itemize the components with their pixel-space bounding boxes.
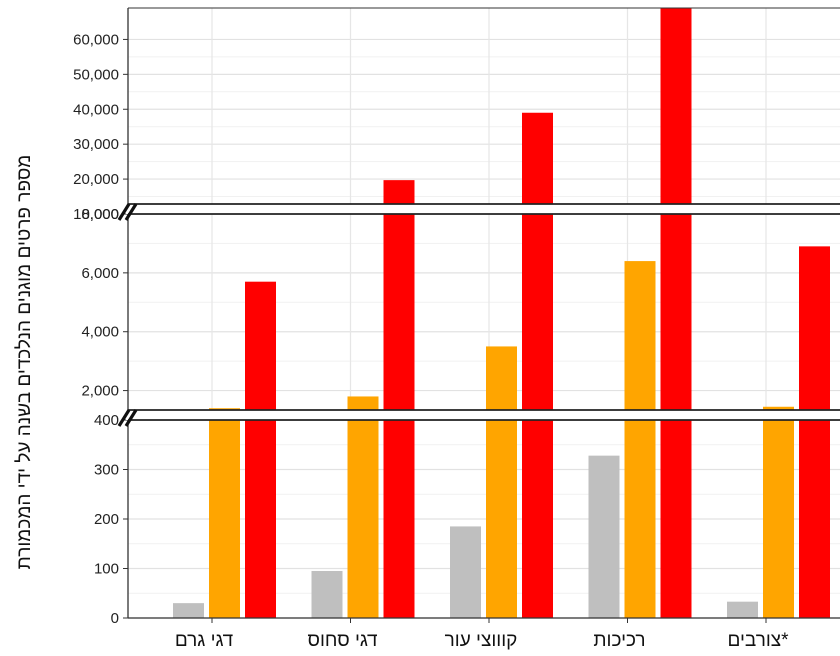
axis-breaks <box>117 203 840 427</box>
x-tick-label: קוווצי עור <box>445 630 518 651</box>
y-tick-label: 200 <box>94 511 119 528</box>
bar <box>624 261 656 420</box>
x-tick-label: דגי גרם <box>175 630 234 651</box>
bar <box>522 214 553 420</box>
bar <box>209 420 240 618</box>
bar <box>522 112 553 214</box>
bar <box>763 420 794 618</box>
bar <box>173 603 204 618</box>
bar <box>486 346 517 420</box>
y-tick-label: 30,000 <box>73 136 119 153</box>
bar <box>450 526 481 618</box>
bar <box>588 455 620 618</box>
bar <box>727 601 758 618</box>
y-tick-label: 6,000 <box>81 265 119 282</box>
x-tick-labels: דגי גרם דגי סחוס קוווצי עור רכיכות צורבים* <box>175 630 789 651</box>
plot-frame <box>123 7 840 623</box>
y-tick-label: 300 <box>94 462 119 479</box>
x-tick-label: צורבים* <box>727 630 789 651</box>
x-tick-label: רכיכות <box>593 630 645 651</box>
y-tick-label: 20,000 <box>73 171 119 188</box>
bar <box>383 214 415 420</box>
bar <box>660 420 692 618</box>
y-tick-label: 10,000 <box>73 206 119 223</box>
bar <box>245 281 276 420</box>
y-tick-label: 4,000 <box>81 324 119 341</box>
bars <box>173 8 830 618</box>
bar <box>347 420 379 618</box>
y-axis-label: מספר פרטים מוגנים הנלכדים בשנה על ידי המ… <box>14 155 35 570</box>
bar <box>245 420 276 618</box>
bar <box>486 420 517 618</box>
bar <box>522 420 553 618</box>
bar <box>311 570 343 618</box>
y-tick-label: 0 <box>111 610 119 627</box>
bar <box>799 246 830 420</box>
grid-lines <box>128 8 840 619</box>
bar <box>660 8 692 214</box>
y-tick-label: 100 <box>94 561 119 578</box>
x-tick-label: דגי סחוס <box>307 630 377 651</box>
y-tick-label: 40,000 <box>73 101 119 118</box>
y-tick-label: 2,000 <box>81 383 119 400</box>
bar <box>660 214 692 420</box>
bar <box>799 420 830 618</box>
bar <box>383 420 415 618</box>
bar <box>624 420 656 618</box>
y-tick-label: 8,000 <box>81 206 119 223</box>
y-tick-label: 60,000 <box>73 31 119 48</box>
y-tick-label: 50,000 <box>73 66 119 83</box>
y-tick-label: 400 <box>94 412 119 429</box>
